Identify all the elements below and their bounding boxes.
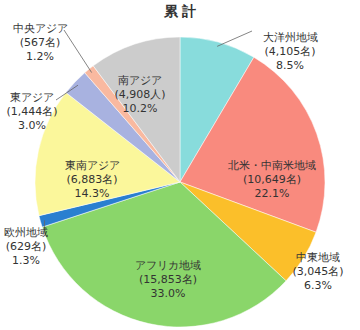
value-label: 3.0%	[18, 119, 46, 132]
slice-label: 東アジア(1,444名)3.0%	[6, 91, 57, 132]
count-label: (4,908人)	[114, 88, 165, 101]
count-label: (1,444名)	[6, 105, 57, 118]
value-label: 10.2%	[123, 102, 158, 115]
slice-label: 大洋州地域(4,105名)8.5%	[263, 31, 318, 72]
data-labels: 大洋州地域(4,105名)8.5% 北米・中南米地域(10,649名)22.1% 中…	[4, 22, 344, 300]
category-label: アフリカ地域	[135, 259, 201, 272]
value-label: 22.1%	[255, 187, 290, 200]
slice-label: 中央アジア(567名)1.2%	[13, 22, 68, 63]
count-label: (10,649名)	[243, 173, 301, 186]
value-label: 8.5%	[276, 59, 304, 72]
slices	[35, 37, 325, 327]
leader-line	[56, 85, 78, 100]
count-label: (4,105名)	[264, 45, 315, 58]
category-label: 中央アジア	[13, 22, 68, 35]
count-label: (3,045名)	[292, 265, 343, 278]
leader-line	[64, 30, 92, 73]
category-label: 大洋州地域	[263, 31, 318, 44]
slice-label: アフリカ地域(15,853名)33.0%	[135, 259, 201, 300]
count-label: (6,883名)	[66, 173, 117, 186]
category-label: 東南アジア	[65, 159, 120, 172]
chart: 累 計大洋州地域(4,105名)8.5% 北米・中南米地域(10,649名)22.…	[0, 0, 360, 330]
category-label: 東アジア	[10, 91, 54, 104]
count-label: (15,853名)	[139, 273, 197, 286]
leader-line	[217, 31, 252, 46]
value-label: 1.2%	[26, 50, 54, 63]
slice-label: 欧州地域(629名)1.3%	[4, 226, 48, 267]
value-label: 6.3%	[304, 279, 332, 292]
value-label: 14.3%	[75, 187, 110, 200]
value-label: 33.0%	[151, 287, 186, 300]
slice-label: 中東地域(3,045名)6.3%	[292, 251, 343, 292]
category-label: 北米・中南米地域	[228, 159, 316, 172]
slice-label: 東南アジア(6,883名)14.3%	[65, 159, 120, 200]
slice-label: 北米・中南米地域(10,649名)22.1%	[228, 159, 316, 200]
count-label: (629名)	[6, 240, 47, 253]
value-label: 1.3%	[12, 254, 40, 267]
title: 累 計	[163, 3, 197, 19]
category-label: 欧州地域	[4, 226, 48, 239]
slice-label: 南アジア(4,908人)10.2%	[114, 74, 165, 115]
category-label: 中東地域	[296, 251, 340, 264]
category-label: 南アジア	[118, 74, 162, 87]
count-label: (567名)	[20, 36, 61, 49]
